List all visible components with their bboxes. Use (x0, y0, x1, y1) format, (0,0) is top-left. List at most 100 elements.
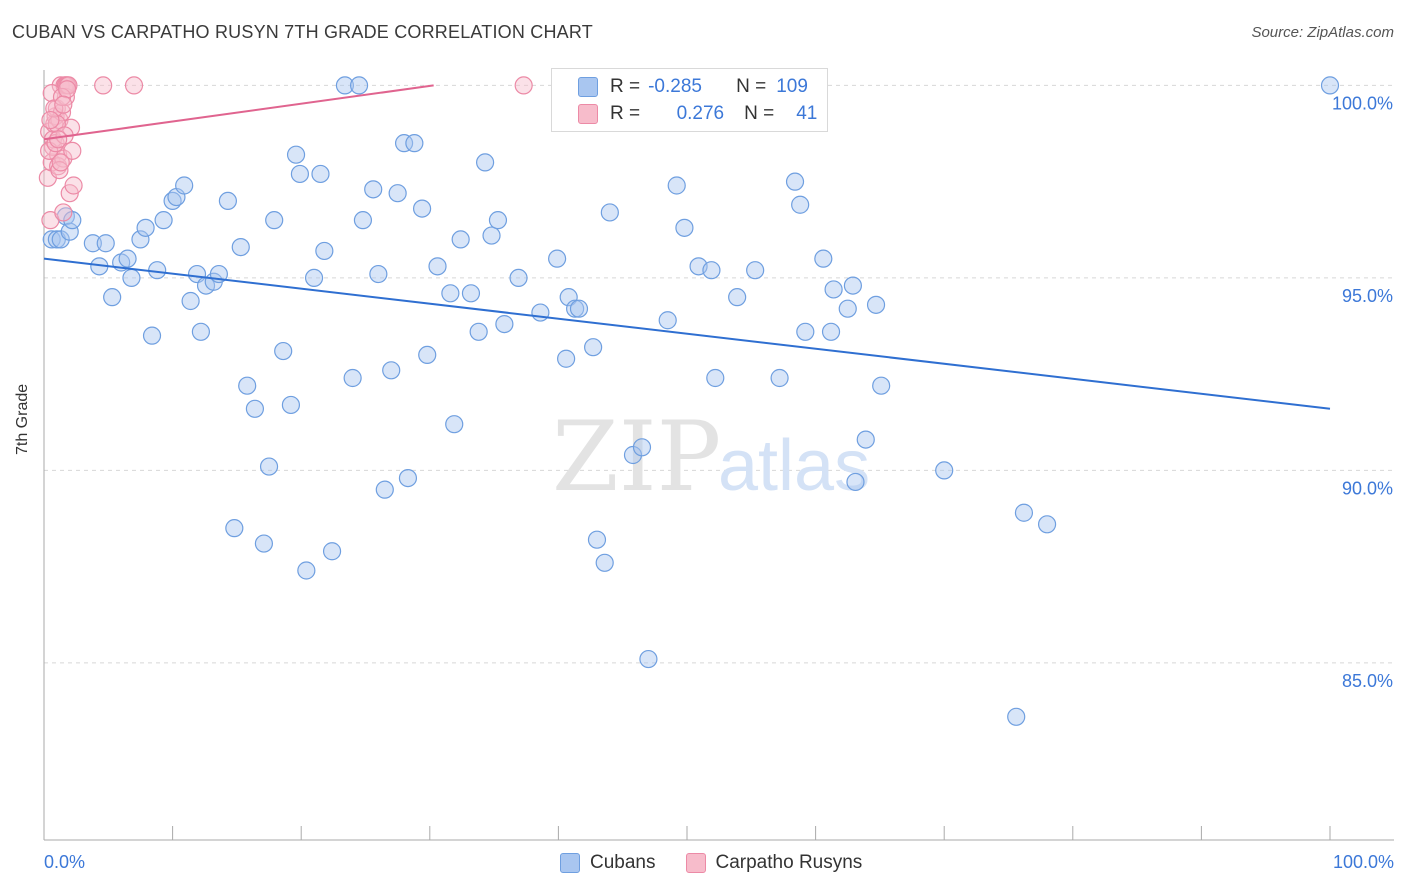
carpatho-point (49, 130, 68, 149)
cubans-point (60, 222, 79, 241)
cubans-point (181, 291, 200, 311)
cubans-point (175, 176, 194, 195)
cubans-point (838, 299, 857, 318)
carpatho-trend-line (43, 84, 434, 141)
cubans-point (706, 368, 725, 388)
cubans-point (335, 76, 355, 95)
cubans-point (632, 438, 652, 457)
carpatho-point (54, 203, 73, 222)
cubans-point (254, 534, 274, 553)
cubans-point (856, 430, 875, 449)
cubans-point (238, 376, 257, 395)
carpatho-points (38, 76, 533, 230)
cubans-point (290, 164, 310, 184)
cubans-point (843, 276, 862, 295)
cubans-point (531, 303, 550, 322)
x-tick-label-max: 100.0% (1332, 852, 1394, 872)
cubans-point (1014, 503, 1034, 522)
cubans-point (245, 399, 265, 418)
cubans-point (304, 268, 324, 287)
cubans-point (297, 561, 316, 580)
carpatho-point (50, 161, 69, 180)
y-tick-label: 85.0% (1342, 671, 1393, 691)
stats-legend: R = -0.285 N = 109 R = 0.276 N = 41 (551, 68, 828, 132)
cubans-point (405, 134, 424, 153)
cubans-point (548, 249, 567, 268)
cubans-point (866, 295, 886, 314)
cubans-point (824, 280, 843, 299)
cubans-point (445, 415, 464, 434)
cubans-swatch (578, 77, 598, 97)
cubans-point (428, 257, 447, 276)
carpatho-point (51, 153, 70, 172)
cubans-point (369, 264, 388, 284)
cubans-point (103, 288, 122, 307)
cubans-point (584, 338, 603, 357)
trend-lines (43, 84, 1331, 410)
cubans-point (667, 176, 686, 195)
source-label: Source: ZipAtlas.com (1251, 24, 1394, 41)
chart-title: CUBAN VS CARPATHO RUSYN 7TH GRADE CORREL… (12, 22, 593, 42)
n-label: N = (744, 103, 775, 124)
cubans-point (559, 288, 578, 307)
cubans-point (791, 195, 810, 214)
cubans-point (231, 238, 250, 257)
legend-item-cubans: Cubans (560, 852, 656, 874)
cubans-point (191, 322, 210, 341)
cubans-point (461, 284, 481, 303)
n-value: 109 (776, 76, 808, 97)
carpatho-swatch (578, 104, 598, 124)
cubans-point (675, 218, 694, 237)
stats-row-cubans: R = -0.285 N = 109 (578, 74, 808, 100)
cubans-point (375, 480, 394, 499)
carpatho-swatch (685, 853, 706, 873)
cubans-point (702, 261, 721, 280)
legend-item-carpatho: Carpatho Rusyns (685, 852, 863, 874)
legend-label: Cubans (590, 852, 656, 873)
cubans-point (566, 299, 585, 318)
y-tick-label: 90.0% (1342, 478, 1393, 498)
r-label: R = (610, 76, 641, 97)
watermark: ZIP atlas (552, 401, 870, 513)
cubans-point (557, 349, 576, 368)
cubans-point (1320, 76, 1340, 95)
cubans-point (509, 268, 528, 287)
n-value: 41 (796, 103, 818, 124)
cubans-point (122, 268, 141, 287)
r-value: 0.276 (676, 103, 725, 124)
cubans-point (349, 76, 369, 95)
carpatho-point (124, 76, 144, 95)
cubans-point (343, 368, 362, 388)
cubans-point (469, 322, 488, 341)
cubans-point (131, 230, 150, 249)
carpatho-point (94, 76, 113, 95)
cubans-point (154, 211, 173, 230)
cubans-point (821, 322, 841, 341)
legend-label: Carpatho Rusyns (715, 852, 863, 873)
cubans-point (441, 284, 460, 303)
cubans-point (394, 134, 414, 153)
cubans-point (274, 341, 293, 361)
cubans-point (311, 164, 330, 184)
watermark-zip: ZIP (552, 401, 721, 513)
cubans-point (846, 472, 865, 492)
cubans-point (1037, 515, 1057, 534)
cubans-point (475, 153, 495, 172)
cubans-point (482, 226, 501, 245)
cubans-point (259, 457, 279, 476)
cubans-points (42, 76, 1340, 726)
carpatho-point (64, 176, 83, 195)
cubans-point (322, 542, 342, 561)
cubans-point (382, 361, 401, 380)
cubans-point (118, 249, 137, 268)
r-value: -0.285 (648, 76, 702, 97)
cubans-point (418, 345, 437, 364)
cubans-point (142, 326, 162, 345)
x-tick-label-min: 0.0% (44, 852, 86, 872)
cubans-trend-line (43, 257, 1331, 410)
watermark-atlas: atlas (718, 426, 870, 506)
r-label: R = (610, 103, 641, 124)
cubans-point (728, 288, 747, 307)
carpatho-point (41, 110, 60, 130)
